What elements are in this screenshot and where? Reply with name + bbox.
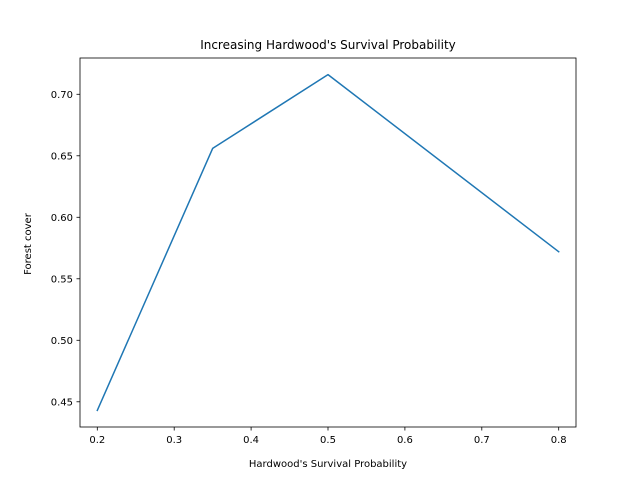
y-tick-label: 0.55 bbox=[51, 274, 73, 285]
y-tick-label: 0.50 bbox=[51, 336, 73, 347]
x-tick-label: 0.6 bbox=[397, 435, 413, 446]
x-axis-ticks: 0.2 0.3 0.4 0.5 0.6 0.7 0.8 bbox=[89, 427, 567, 446]
y-tick-label: 0.60 bbox=[51, 213, 73, 224]
y-tick-label: 0.65 bbox=[51, 151, 73, 162]
x-tick-label: 0.4 bbox=[243, 435, 259, 446]
x-axis-label: Hardwood's Survival Probability bbox=[249, 459, 407, 470]
y-axis-label: Forest cover bbox=[23, 212, 34, 275]
chart-title: Increasing Hardwood's Survival Probabili… bbox=[200, 38, 456, 52]
y-tick-label: 0.45 bbox=[51, 397, 73, 408]
x-tick-label: 0.3 bbox=[166, 435, 182, 446]
x-tick-label: 0.7 bbox=[474, 435, 490, 446]
series-line-0 bbox=[96, 73, 560, 412]
x-tick-label: 0.2 bbox=[89, 435, 105, 446]
y-axis-ticks: 0.45 0.50 0.55 0.60 0.65 0.70 bbox=[51, 90, 80, 408]
x-tick-label: 0.5 bbox=[320, 435, 336, 446]
x-tick-label: 0.8 bbox=[551, 435, 567, 446]
y-tick-label: 0.70 bbox=[51, 90, 73, 101]
